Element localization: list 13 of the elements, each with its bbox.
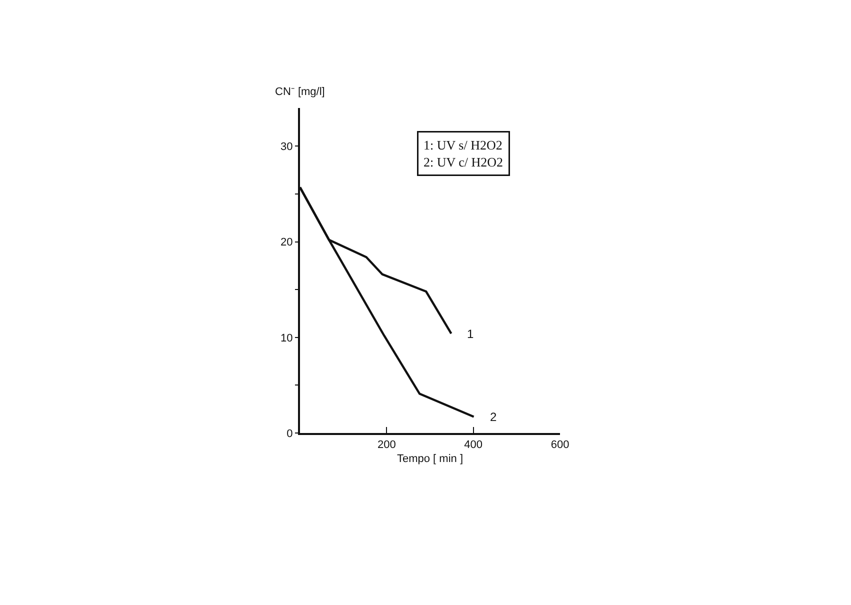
y-axis-title: CN⁻ [mg/l] <box>275 86 325 98</box>
annotation: 1: UV s/ H2O2 <box>424 138 502 152</box>
y-tick-label: 20 <box>280 236 293 249</box>
annotation: 2: UV c/ H2O2 <box>424 154 504 170</box>
y-tick-label: 10 <box>280 332 293 344</box>
series-label: 1 <box>467 327 474 341</box>
x-tick-label: 200 <box>377 439 396 452</box>
series-label: 2 <box>490 410 497 424</box>
y-tick-label: 30 <box>280 141 293 154</box>
x-tick-label: 400 <box>464 439 483 452</box>
y-tick-label: 0 <box>286 428 293 440</box>
x-tick-label: 600 <box>550 439 570 452</box>
x-axis-title: Tempo [ min ] <box>396 452 464 465</box>
